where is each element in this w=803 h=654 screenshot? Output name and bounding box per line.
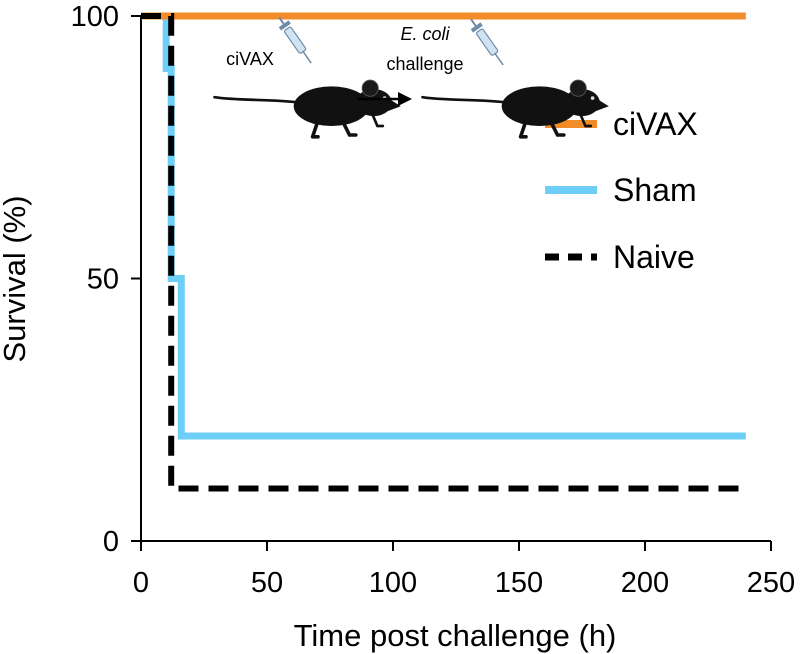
x-tick-label: 200 xyxy=(621,567,669,599)
ticks: 0 50 100 150 200 250 0 50 100 xyxy=(71,1,796,599)
inset-step1-label: ciVAX xyxy=(226,49,274,69)
x-tick-label: 0 xyxy=(133,567,149,599)
y-tick-label: 0 xyxy=(103,526,119,558)
x-axis-title: Time post challenge (h) xyxy=(294,618,617,653)
inset-step2-label: challenge xyxy=(386,54,463,74)
mouse-icon xyxy=(420,78,611,139)
series-layer xyxy=(141,12,746,492)
x-tick-label: 150 xyxy=(495,567,543,599)
inset-illustration: ciVAX E. coli challenge xyxy=(212,12,611,139)
inset-step2-italic-label: E. coli xyxy=(400,24,450,44)
x-tick-label: 50 xyxy=(251,567,283,599)
series-line-naive xyxy=(141,13,746,492)
legend-label-civax: ciVAX xyxy=(613,106,698,142)
arrow-right-icon xyxy=(358,92,412,106)
series-line-sham xyxy=(141,12,746,440)
x-tick-label: 100 xyxy=(369,567,417,599)
syringe-icon xyxy=(273,12,318,68)
legend: ciVAX Sham Naive xyxy=(545,106,698,275)
x-tick-label: 250 xyxy=(747,567,795,599)
y-tick-label: 50 xyxy=(87,264,119,296)
y-axis-title: Survival (%) xyxy=(0,195,32,362)
legend-label-sham: Sham xyxy=(613,172,697,208)
legend-label-naive: Naive xyxy=(613,239,695,275)
syringe-icon xyxy=(465,14,510,70)
mouse-icon xyxy=(212,78,403,139)
axes xyxy=(140,16,771,542)
y-tick-label: 100 xyxy=(71,1,119,33)
